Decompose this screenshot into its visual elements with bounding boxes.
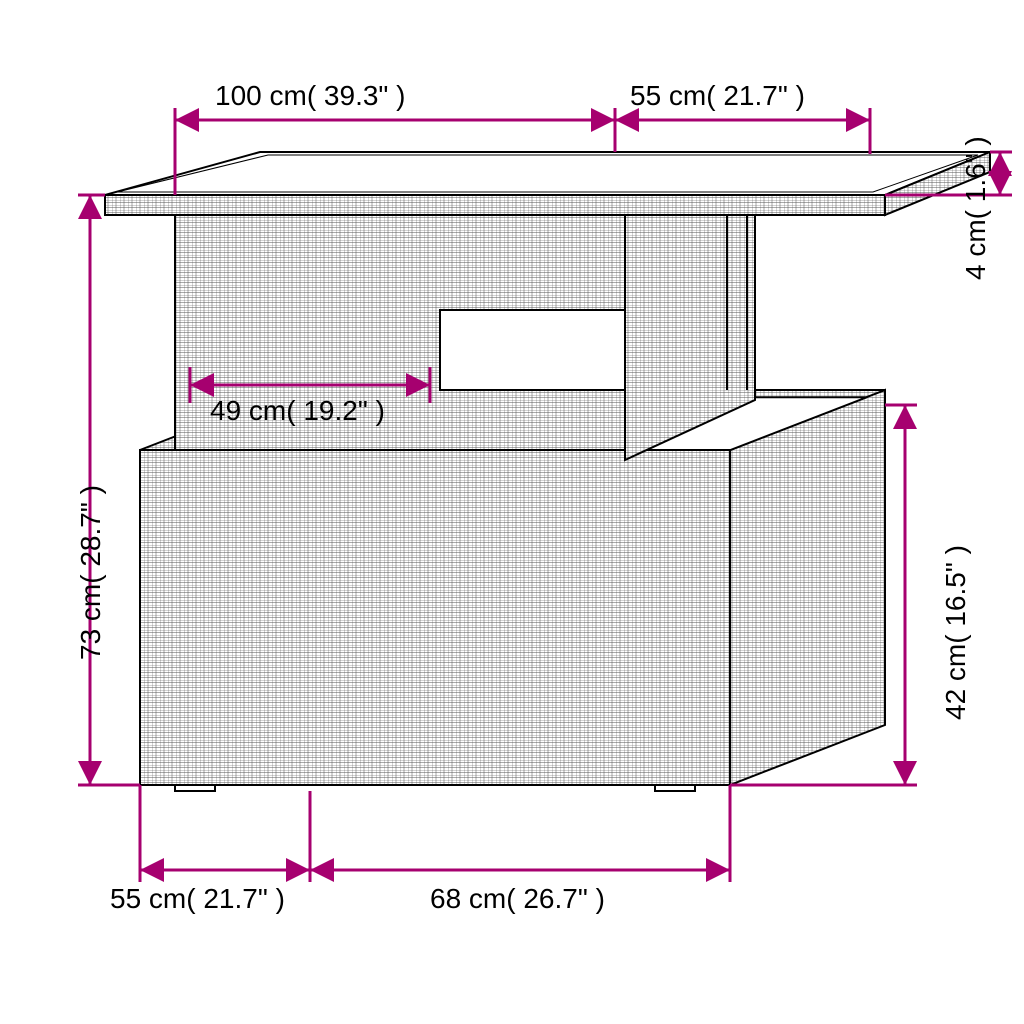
dim-top-depth: 55 cm( 21.7" ) (630, 80, 805, 112)
dim-inner-width: 49 cm( 19.2" ) (210, 395, 385, 427)
dim-base-depth: 55 cm( 21.7" ) (110, 883, 285, 915)
dim-top-width: 100 cm( 39.3" ) (215, 80, 405, 112)
dimension-drawing (0, 0, 1024, 1024)
dim-top-thickness: 4 cm( 1.6" ) (960, 136, 992, 280)
dim-base-width: 68 cm( 26.7" ) (430, 883, 605, 915)
dim-overall-height: 73 cm( 28.7" ) (75, 485, 107, 660)
dim-base-height: 42 cm( 16.5" ) (940, 545, 972, 720)
